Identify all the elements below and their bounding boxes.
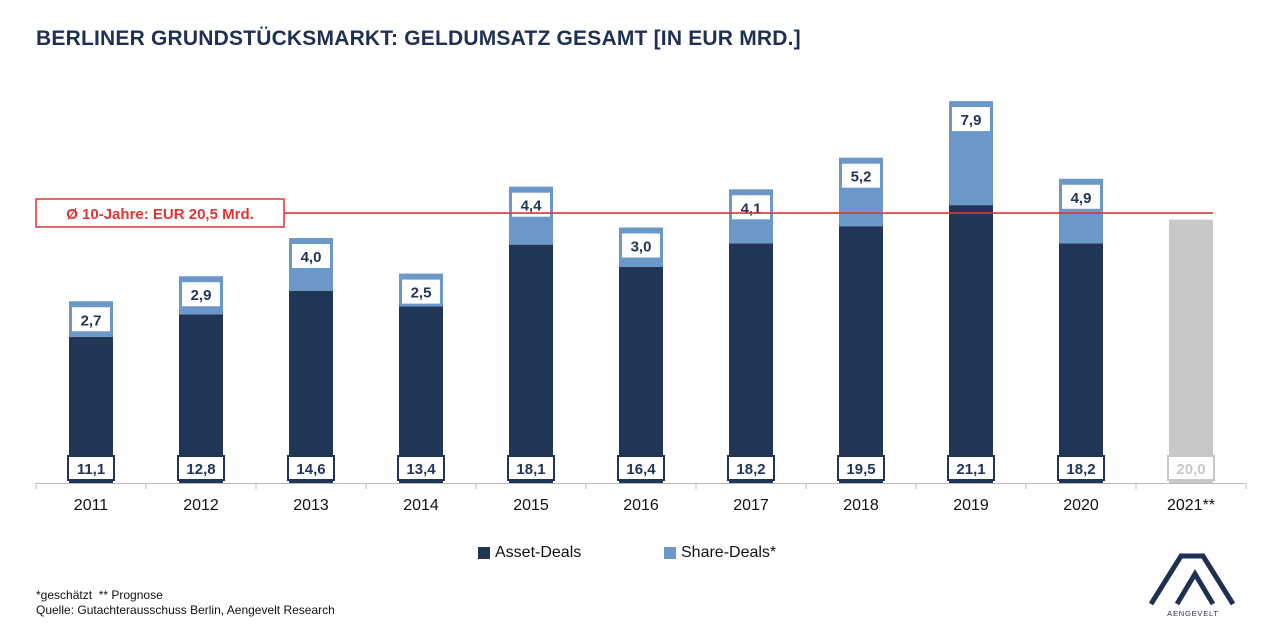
chart-title: BERLINER GRUNDSTÜCKSMARKT: GELDUMSATZ GE… [36, 27, 801, 50]
x-tick-label: 2012 [183, 497, 219, 514]
legend-swatch-share [664, 547, 676, 559]
data-label-share: 4,0 [301, 249, 322, 266]
bar-asset-deals [289, 290, 333, 483]
data-label-box-asset [177, 455, 225, 481]
data-label-box-asset [287, 455, 335, 481]
data-label-asset: 19,5 [846, 461, 875, 478]
data-label-box-share [402, 279, 440, 304]
x-tick-label: 2017 [733, 497, 769, 514]
x-tick-label: 2015 [513, 497, 549, 514]
x-tick-label: 2019 [953, 497, 989, 514]
bar-forecast [1169, 219, 1213, 483]
data-label-box-forecast [1167, 455, 1215, 481]
data-label-asset: 18,2 [736, 461, 765, 478]
legend-label-share: Share-Deals* [681, 544, 777, 561]
data-label-asset: 16,4 [626, 461, 656, 478]
data-label-box-asset [947, 455, 995, 481]
data-label-box-asset [507, 455, 555, 481]
footnote-line-1: *geschätzt ** Prognose [36, 588, 163, 602]
data-label-share: 5,2 [851, 169, 872, 186]
data-label-asset: 13,4 [406, 461, 436, 478]
data-label-share: 2,7 [81, 312, 102, 329]
data-label-share: 3,0 [631, 239, 652, 256]
data-label-box-asset [837, 455, 885, 481]
x-tick-label: 2011 [74, 497, 109, 514]
x-tick-label: 2018 [843, 497, 879, 514]
data-label-share: 2,5 [411, 285, 432, 302]
logo-text: AENGEVELT [1167, 609, 1219, 618]
legend-label-asset: Asset-Deals [495, 544, 582, 561]
x-tick-label: 2020 [1063, 497, 1099, 514]
data-label-box-share [622, 233, 660, 258]
x-tick-label: 2014 [403, 497, 439, 514]
bar-asset-deals [949, 205, 993, 483]
data-label-share: 4,1 [741, 200, 762, 217]
data-label-box-share [182, 282, 220, 307]
x-tick-label: 2016 [623, 497, 659, 514]
bars-group: 11,1 2,7 12,8 2,9 14,6 4,0 13,4 2,5 18,1 4,4 16,4 3… [67, 101, 1215, 483]
data-label-box-share [732, 195, 770, 220]
data-label-asset: 18,2 [1066, 461, 1095, 478]
bar-asset-deals [179, 314, 223, 483]
aengevelt-logo: AENGEVELT [1148, 553, 1236, 618]
data-label-share: 4,4 [521, 198, 543, 215]
data-label-forecast: 20,0 [1176, 461, 1205, 478]
footnote-source: Quelle: Gutachterausschuss Berlin, Aenge… [36, 603, 335, 617]
average-label: Ø 10-Jahre: EUR 20,5 Mrd. [66, 206, 254, 223]
data-label-box-asset [617, 455, 665, 481]
bar-asset-deals [509, 244, 553, 483]
legend-item-asset: Asset-Deals [478, 544, 581, 562]
bar-asset-deals [619, 267, 663, 483]
data-label-box-asset [397, 455, 445, 481]
data-label-asset: 21,1 [956, 461, 985, 478]
legend-item-share: Share-Deals* [664, 544, 776, 562]
bar-asset-deals [399, 306, 443, 483]
bar-asset-deals [1059, 243, 1103, 483]
data-label-box-asset [1057, 455, 1105, 481]
data-label-box-share [292, 244, 330, 269]
data-label-box-share [72, 307, 110, 332]
data-label-box-asset [727, 455, 775, 481]
bar-asset-deals [839, 226, 883, 483]
data-label-box-share [842, 163, 880, 188]
footnote: *geschätzt ** Prognose Quelle: Gutachter… [36, 588, 335, 618]
data-label-asset: 14,6 [296, 461, 325, 478]
data-label-box-asset [67, 455, 115, 481]
data-label-asset: 11,1 [77, 461, 105, 478]
data-label-asset: 12,8 [186, 461, 215, 478]
average-callout-box [35, 198, 285, 228]
data-label-share: 7,9 [961, 112, 982, 129]
data-label-box-share [1062, 184, 1100, 209]
legend-swatch-asset [478, 547, 490, 559]
bar-asset-deals [729, 243, 773, 483]
data-label-share: 4,9 [1071, 190, 1092, 207]
data-label-asset: 18,1 [516, 461, 545, 478]
data-label-share: 2,9 [191, 287, 212, 304]
x-tick-label: 2013 [293, 497, 329, 514]
x-tick-label: 2021** [1167, 497, 1215, 514]
data-label-box-share [952, 107, 990, 132]
average-group: Ø 10-Jahre: EUR 20,5 Mrd. [35, 198, 1213, 228]
x-axis: 2011 2012 2013 2014 2015 2016 2017 2018 2019 2020… [35, 483, 1247, 514]
